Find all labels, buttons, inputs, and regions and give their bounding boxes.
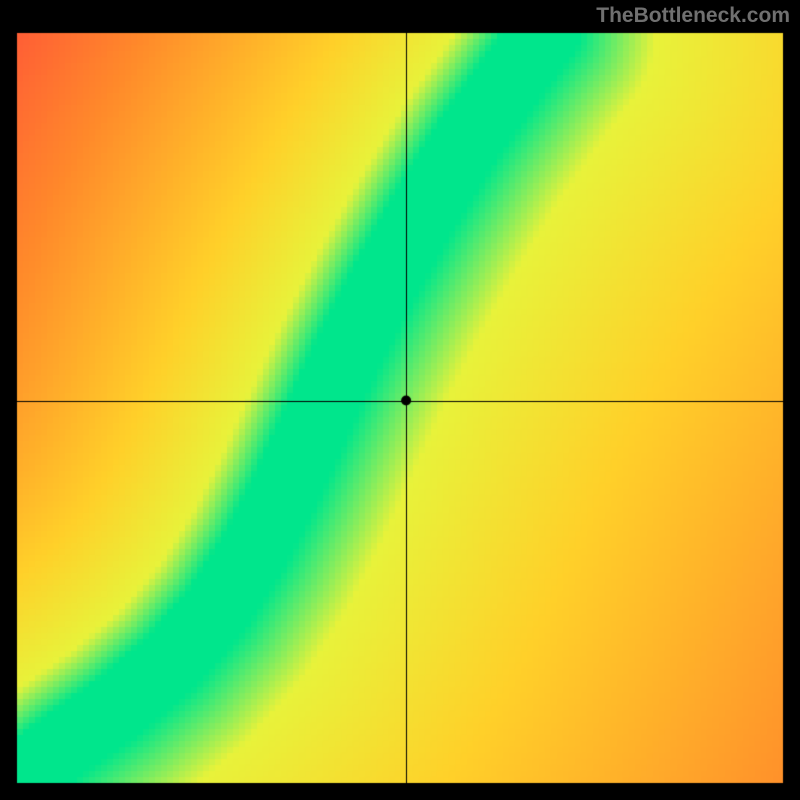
- bottleneck-heatmap: [0, 0, 800, 800]
- watermark-text: TheBottleneck.com: [596, 4, 790, 28]
